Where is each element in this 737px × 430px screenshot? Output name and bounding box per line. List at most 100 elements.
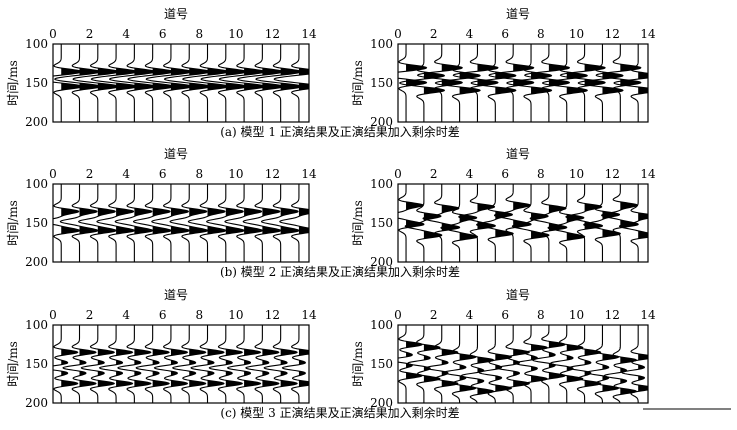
x-tick-label: 2 <box>430 167 438 181</box>
x-tick-label: 14 <box>301 27 317 41</box>
trace-wiggle <box>601 184 639 262</box>
x-tick-label: 8 <box>537 167 545 181</box>
trace-fill <box>495 184 514 262</box>
x-tick-label: 14 <box>640 308 656 322</box>
x-tick-label: 6 <box>501 27 509 41</box>
y-axis-title: 时间/ms <box>6 341 20 387</box>
x-tick-label: 6 <box>501 167 509 181</box>
y-tick-label: 200 <box>370 115 393 129</box>
trace-wiggle <box>182 44 230 122</box>
trace-fill <box>548 184 567 262</box>
trace-fill <box>638 325 648 403</box>
x-tick-label: 2 <box>86 167 94 181</box>
trace-wiggle <box>260 184 300 262</box>
trace-fill <box>280 325 298 403</box>
trace-wiggle <box>476 184 514 262</box>
trace-wiggle <box>603 325 638 403</box>
trace-wiggle <box>549 325 584 403</box>
trace-wiggle <box>218 44 266 122</box>
trace-wiggle <box>404 184 443 262</box>
y-tick-label: 100 <box>25 318 48 332</box>
trace-fill <box>638 184 648 262</box>
trace-wiggle <box>208 325 244 403</box>
trace-fill <box>116 325 133 403</box>
y-tick-label: 100 <box>25 177 48 191</box>
trace-wiggle <box>488 44 535 122</box>
x-tick-label: 0 <box>394 308 402 322</box>
trace-wiggle <box>399 44 446 122</box>
x-tick-label: 10 <box>569 167 584 181</box>
trace-wiggle <box>96 184 136 262</box>
x-tick-label: 10 <box>569 27 584 41</box>
y-axis-title: 时间/ms <box>351 341 365 387</box>
trace-fill <box>602 325 619 403</box>
trace-wiggle <box>53 44 83 122</box>
panel-b-left: 道号 0 2 4 6 8 10 12 14 100 150 200 时间/ms <box>6 147 317 269</box>
trace-fill <box>207 325 224 403</box>
x-tick-label: 8 <box>537 27 545 41</box>
trace-fill <box>262 325 279 403</box>
x-tick-label: 8 <box>195 167 203 181</box>
y-axis-title: 时间/ms <box>6 200 20 246</box>
x-tick-label: 12 <box>265 27 280 41</box>
x-tick-label: 2 <box>86 27 94 41</box>
trace-wiggle <box>618 184 648 262</box>
trace-wiggle <box>108 44 157 122</box>
trace-wiggle <box>78 184 117 262</box>
plot-frame <box>52 324 310 404</box>
trace-wiggle <box>127 44 175 122</box>
trace-wiggle <box>559 44 606 122</box>
trace-fill <box>189 325 206 403</box>
trace-fill <box>406 325 423 403</box>
x-tick-label: 10 <box>569 308 584 322</box>
x-tick-label: 0 <box>394 27 402 41</box>
trace-fill <box>298 184 309 262</box>
trace-wiggle <box>514 325 548 403</box>
trace-wiggle <box>407 325 441 403</box>
trace-fill <box>602 184 621 262</box>
trace-fill <box>97 325 115 403</box>
trace-wiggle <box>595 44 642 122</box>
trace-fill <box>477 44 498 122</box>
trace-wiggle <box>567 325 602 403</box>
trace-wiggle <box>187 184 227 262</box>
x-tick-label: 4 <box>122 27 130 41</box>
trace-fill <box>513 44 534 122</box>
trace-wiggle <box>478 325 513 403</box>
trace-wiggle <box>493 184 532 262</box>
plot-frame <box>397 43 649 123</box>
trace-wiggle <box>90 44 138 122</box>
y-tick-label: 150 <box>370 76 393 90</box>
trace-wiggle <box>72 44 120 122</box>
y-tick-label: 150 <box>25 357 48 371</box>
trace-fill <box>134 325 151 403</box>
x-tick-label: 14 <box>301 167 317 181</box>
trace-wiggle <box>263 325 298 403</box>
trace-fill <box>495 325 512 403</box>
caption-c: (c) 模型 3 正演结果及正演结果加入剩余时差 <box>220 405 459 420</box>
y-tick-label: 200 <box>370 255 393 269</box>
x-axis-title: 道号 <box>506 288 530 302</box>
trace-fill <box>79 325 96 403</box>
trace-fill <box>244 325 261 403</box>
trace-wiggle <box>224 184 264 262</box>
trace-wiggle <box>452 44 499 122</box>
trace-fill <box>225 325 243 403</box>
trace-fill <box>61 325 78 403</box>
x-tick-label: 0 <box>49 167 57 181</box>
x-tick-label: 14 <box>640 167 656 181</box>
trace-fill <box>531 184 549 262</box>
x-tick-label: 6 <box>159 27 167 41</box>
x-tick-label: 4 <box>466 167 474 181</box>
trace-wiggle <box>80 325 116 403</box>
trace-wiggle <box>62 325 97 403</box>
y-axis-title: 时间/ms <box>351 60 365 106</box>
y-tick-label: 100 <box>370 177 393 191</box>
x-tick-label: 12 <box>605 167 620 181</box>
plot-frame <box>397 183 649 263</box>
trace-wiggle <box>255 44 303 122</box>
trace-wiggle <box>506 44 553 122</box>
y-tick-label: 150 <box>370 357 393 371</box>
trace-wiggle <box>440 184 479 262</box>
trace-fill <box>566 184 585 262</box>
